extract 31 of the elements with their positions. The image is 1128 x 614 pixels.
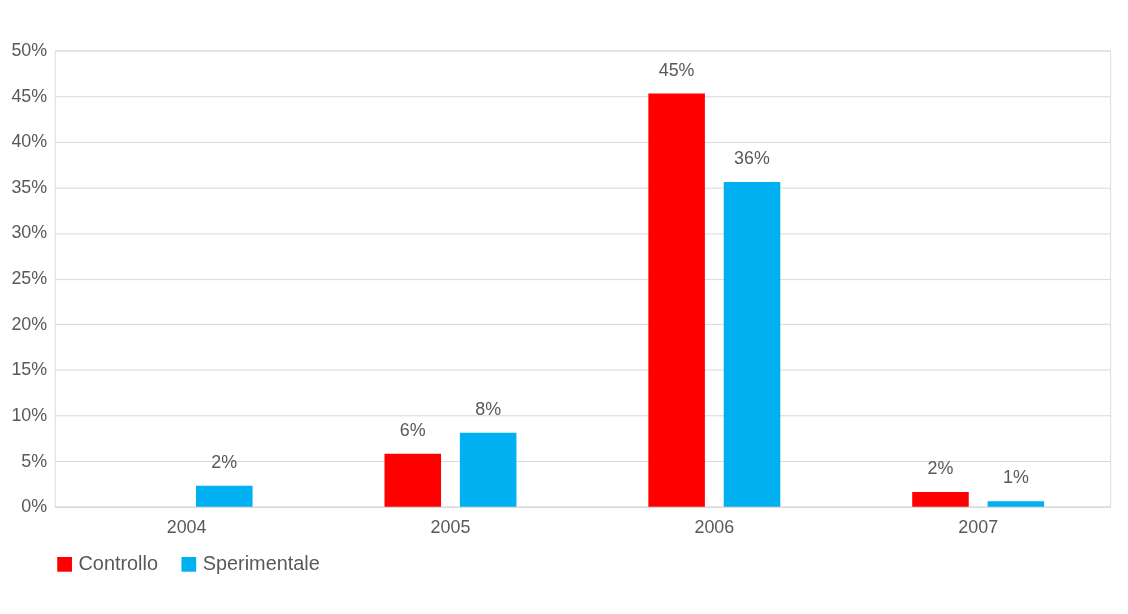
data-label: 2% (927, 458, 954, 479)
bar (196, 485, 253, 507)
x-tick-label: 2006 (694, 517, 735, 538)
y-tick-label: 45% (11, 85, 48, 106)
y-tick-label: 50% (11, 40, 48, 60)
data-label: 8% (475, 398, 502, 419)
legend-label: Controllo (78, 552, 158, 575)
data-label: 36% (734, 148, 770, 169)
data-label: 1% (1002, 467, 1029, 488)
y-tick-label: 35% (11, 176, 48, 197)
x-tick-label: 2007 (958, 517, 999, 538)
bar (912, 492, 969, 507)
y-tick-label: 15% (11, 359, 48, 380)
legend-label: Sperimentale (202, 552, 320, 575)
data-label: 45% (658, 59, 695, 80)
bar (648, 93, 705, 507)
y-tick-label: 10% (11, 404, 48, 425)
bar (723, 181, 781, 507)
bar (459, 432, 517, 507)
x-tick-label: 2005 (430, 517, 471, 538)
data-label: 2% (211, 451, 238, 472)
y-tick-label: 25% (11, 268, 48, 289)
bar (987, 501, 1045, 507)
y-tick-label: 30% (11, 222, 48, 243)
y-tick-label: 40% (11, 131, 48, 152)
y-tick-label: 20% (11, 313, 48, 334)
y-tick-label: 0% (21, 496, 48, 517)
x-tick-label: 2004 (166, 517, 207, 538)
data-label: 6% (399, 419, 426, 440)
bar (384, 453, 442, 507)
y-tick-label: 5% (21, 450, 48, 471)
